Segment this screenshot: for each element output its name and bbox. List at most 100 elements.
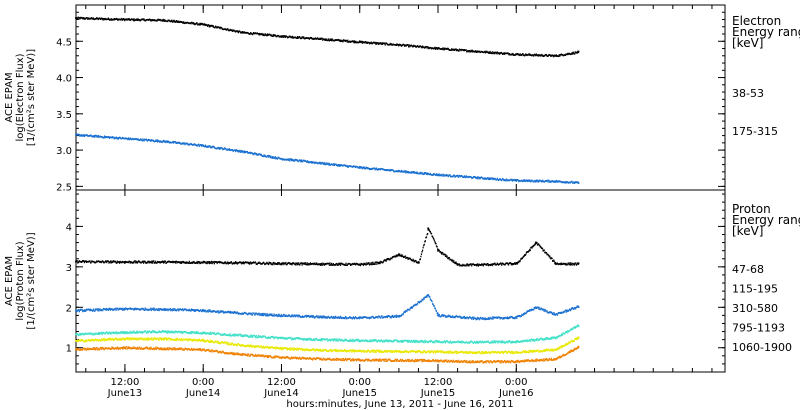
data-point xyxy=(298,262,300,264)
data-point xyxy=(451,316,453,318)
data-point xyxy=(441,315,443,317)
data-point xyxy=(242,261,245,263)
data-point xyxy=(384,44,386,46)
data-point xyxy=(145,138,147,141)
data-point xyxy=(153,308,155,311)
data-point xyxy=(254,335,256,337)
data-point xyxy=(338,164,340,167)
data-point xyxy=(293,315,295,317)
data-point xyxy=(489,177,491,179)
data-point xyxy=(91,332,93,335)
data-point xyxy=(424,240,426,242)
data-point xyxy=(87,260,89,263)
data-point xyxy=(266,313,269,315)
data-point xyxy=(335,163,337,166)
data-point xyxy=(409,257,411,260)
data-point xyxy=(96,17,98,19)
data-point xyxy=(246,312,248,315)
data-point xyxy=(314,262,316,265)
data-point xyxy=(179,262,181,264)
data-point xyxy=(159,331,161,333)
data-point xyxy=(196,260,198,263)
data-point xyxy=(115,307,117,310)
data-point xyxy=(266,261,268,264)
data-point xyxy=(525,180,527,183)
data-point xyxy=(332,317,334,319)
data-point xyxy=(165,337,167,339)
data-point xyxy=(405,44,407,47)
data-point xyxy=(317,316,319,319)
data-point-anchor xyxy=(515,316,518,319)
data-point xyxy=(573,264,575,266)
data-point xyxy=(229,310,231,313)
data-point xyxy=(305,314,307,317)
data-point xyxy=(78,133,80,136)
data-point xyxy=(262,312,264,315)
data-point xyxy=(116,138,118,140)
data-point xyxy=(558,54,560,56)
data-point xyxy=(132,18,134,21)
data-point xyxy=(384,42,386,45)
data-point xyxy=(309,315,311,317)
data-point xyxy=(354,41,356,44)
data-point xyxy=(449,314,451,317)
data-point xyxy=(97,339,99,341)
data-point xyxy=(328,262,330,265)
data-point xyxy=(519,53,521,55)
data-point xyxy=(471,318,473,320)
data-point xyxy=(215,25,217,28)
data-point xyxy=(234,262,236,265)
data-point xyxy=(129,331,131,334)
data-point xyxy=(316,337,318,340)
data-point xyxy=(260,313,262,315)
data-point xyxy=(484,177,486,179)
data-point xyxy=(435,243,437,245)
data-point-anchor xyxy=(358,316,361,319)
data-point xyxy=(268,336,270,338)
data-point xyxy=(251,152,253,154)
data-point xyxy=(145,19,147,22)
data-point xyxy=(337,340,339,342)
data-point xyxy=(337,164,339,166)
data-point xyxy=(94,136,96,138)
data-point xyxy=(101,261,103,263)
data-point xyxy=(478,341,481,344)
data-point xyxy=(270,155,272,158)
data-point xyxy=(82,260,84,262)
data-point xyxy=(175,20,178,22)
data-point xyxy=(377,169,379,171)
data-point xyxy=(453,260,455,262)
data-point xyxy=(324,39,327,41)
data-point xyxy=(409,45,411,48)
data-point xyxy=(362,317,364,319)
data-point-anchor xyxy=(577,324,580,327)
data-point xyxy=(386,316,388,319)
data-point xyxy=(159,141,161,143)
data-point xyxy=(327,162,329,165)
data-point xyxy=(87,308,89,311)
data-point xyxy=(240,151,242,153)
data-point xyxy=(145,138,147,141)
data-point xyxy=(546,310,548,312)
data-point xyxy=(262,314,265,317)
data-point xyxy=(132,337,134,339)
data-point xyxy=(79,332,81,335)
data-point xyxy=(113,339,115,341)
data-point xyxy=(258,312,260,315)
data-point xyxy=(369,340,371,343)
data-point xyxy=(93,308,95,310)
data-point xyxy=(332,316,334,318)
data-point xyxy=(344,338,346,341)
data-point xyxy=(471,49,473,52)
data-point xyxy=(491,177,493,180)
data-point xyxy=(385,340,387,342)
data-point xyxy=(458,174,460,177)
data-point xyxy=(537,306,539,308)
data-point xyxy=(555,179,558,182)
data-point xyxy=(349,338,351,341)
data-point xyxy=(110,260,112,262)
data-point xyxy=(521,257,524,259)
data-point xyxy=(424,341,426,343)
data-point xyxy=(247,262,250,265)
data-point xyxy=(499,340,501,343)
